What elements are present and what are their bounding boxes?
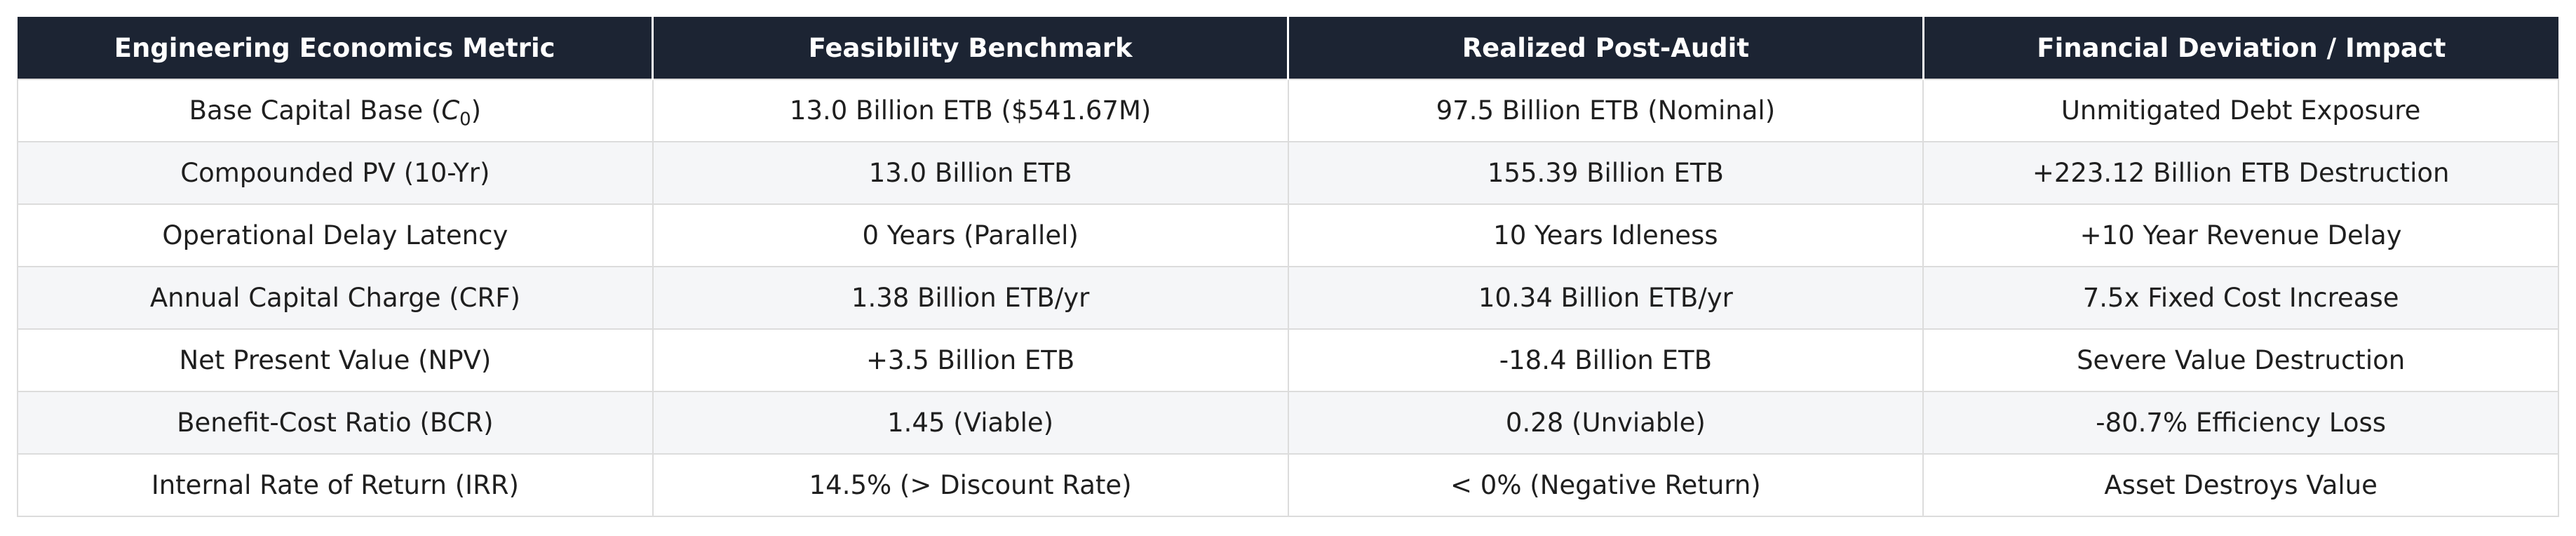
realized-cell: -18.4 Billion ETB: [1287, 328, 1924, 392]
economics-metrics-table: Engineering Economics Metric Feasibility…: [17, 17, 2559, 517]
header-benchmark: Feasibility Benchmark: [652, 17, 1289, 79]
metric-variable: C: [441, 95, 460, 126]
metric-prefix: Base Capital Base (: [189, 95, 442, 126]
impact-cell: Unmitigated Debt Exposure: [1922, 79, 2559, 142]
benchmark-cell: 1.45 (Viable): [652, 391, 1289, 455]
metric-suffix: ): [471, 95, 482, 126]
table-row: Net Present Value (NPV) +3.5 Billion ETB…: [17, 328, 2559, 392]
economics-table-container: Engineering Economics Metric Feasibility…: [17, 17, 2559, 517]
table-row: Operational Delay Latency 0 Years (Paral…: [17, 203, 2559, 267]
metric-cell: Operational Delay Latency: [17, 203, 654, 267]
realized-cell: 10 Years Idleness: [1287, 203, 1924, 267]
table-row: Compounded PV (10-Yr) 13.0 Billion ETB 1…: [17, 141, 2559, 205]
benchmark-cell: 0 Years (Parallel): [652, 203, 1289, 267]
impact-cell: Severe Value Destruction: [1922, 328, 2559, 392]
table-row: Benefit-Cost Ratio (BCR) 1.45 (Viable) 0…: [17, 391, 2559, 455]
realized-cell: 97.5 Billion ETB (Nominal): [1287, 79, 1924, 142]
header-impact: Financial Deviation / Impact: [1923, 17, 2558, 79]
realized-cell: < 0% (Negative Return): [1287, 453, 1924, 517]
table-row: Internal Rate of Return (IRR) 14.5% (> D…: [17, 453, 2559, 517]
benchmark-cell: 13.0 Billion ETB ($541.67M): [652, 79, 1289, 142]
table-row: Base Capital Base (C0) 13.0 Billion ETB …: [17, 79, 2559, 142]
metric-cell: Benefit-Cost Ratio (BCR): [17, 391, 654, 455]
metric-cell: Compounded PV (10-Yr): [17, 141, 654, 205]
header-row: Engineering Economics Metric Feasibility…: [18, 17, 2558, 79]
metric-cell: Net Present Value (NPV): [17, 328, 654, 392]
table-header: Engineering Economics Metric Feasibility…: [18, 17, 2558, 79]
metric-subscript: 0: [459, 109, 471, 130]
realized-cell: 0.28 (Unviable): [1287, 391, 1924, 455]
impact-cell: Asset Destroys Value: [1922, 453, 2559, 517]
metric-cell: Internal Rate of Return (IRR): [17, 453, 654, 517]
header-realized: Realized Post-Audit: [1288, 17, 1924, 79]
impact-cell: 7.5x Fixed Cost Increase: [1922, 266, 2559, 330]
benchmark-cell: 1.38 Billion ETB/yr: [652, 266, 1289, 330]
header-metric: Engineering Economics Metric: [18, 17, 654, 79]
impact-cell: +10 Year Revenue Delay: [1922, 203, 2559, 267]
benchmark-cell: 13.0 Billion ETB: [652, 141, 1289, 205]
impact-cell: -80.7% Efficiency Loss: [1922, 391, 2559, 455]
metric-cell: Base Capital Base (C0): [17, 79, 654, 142]
metric-cell: Annual Capital Charge (CRF): [17, 266, 654, 330]
table-row: Annual Capital Charge (CRF) 1.38 Billion…: [17, 266, 2559, 330]
realized-cell: 10.34 Billion ETB/yr: [1287, 266, 1924, 330]
realized-cell: 155.39 Billion ETB: [1287, 141, 1924, 205]
benchmark-cell: 14.5% (> Discount Rate): [652, 453, 1289, 517]
impact-cell: +223.12 Billion ETB Destruction: [1922, 141, 2559, 205]
table-body: Base Capital Base (C0) 13.0 Billion ETB …: [17, 79, 2559, 517]
benchmark-cell: +3.5 Billion ETB: [652, 328, 1289, 392]
